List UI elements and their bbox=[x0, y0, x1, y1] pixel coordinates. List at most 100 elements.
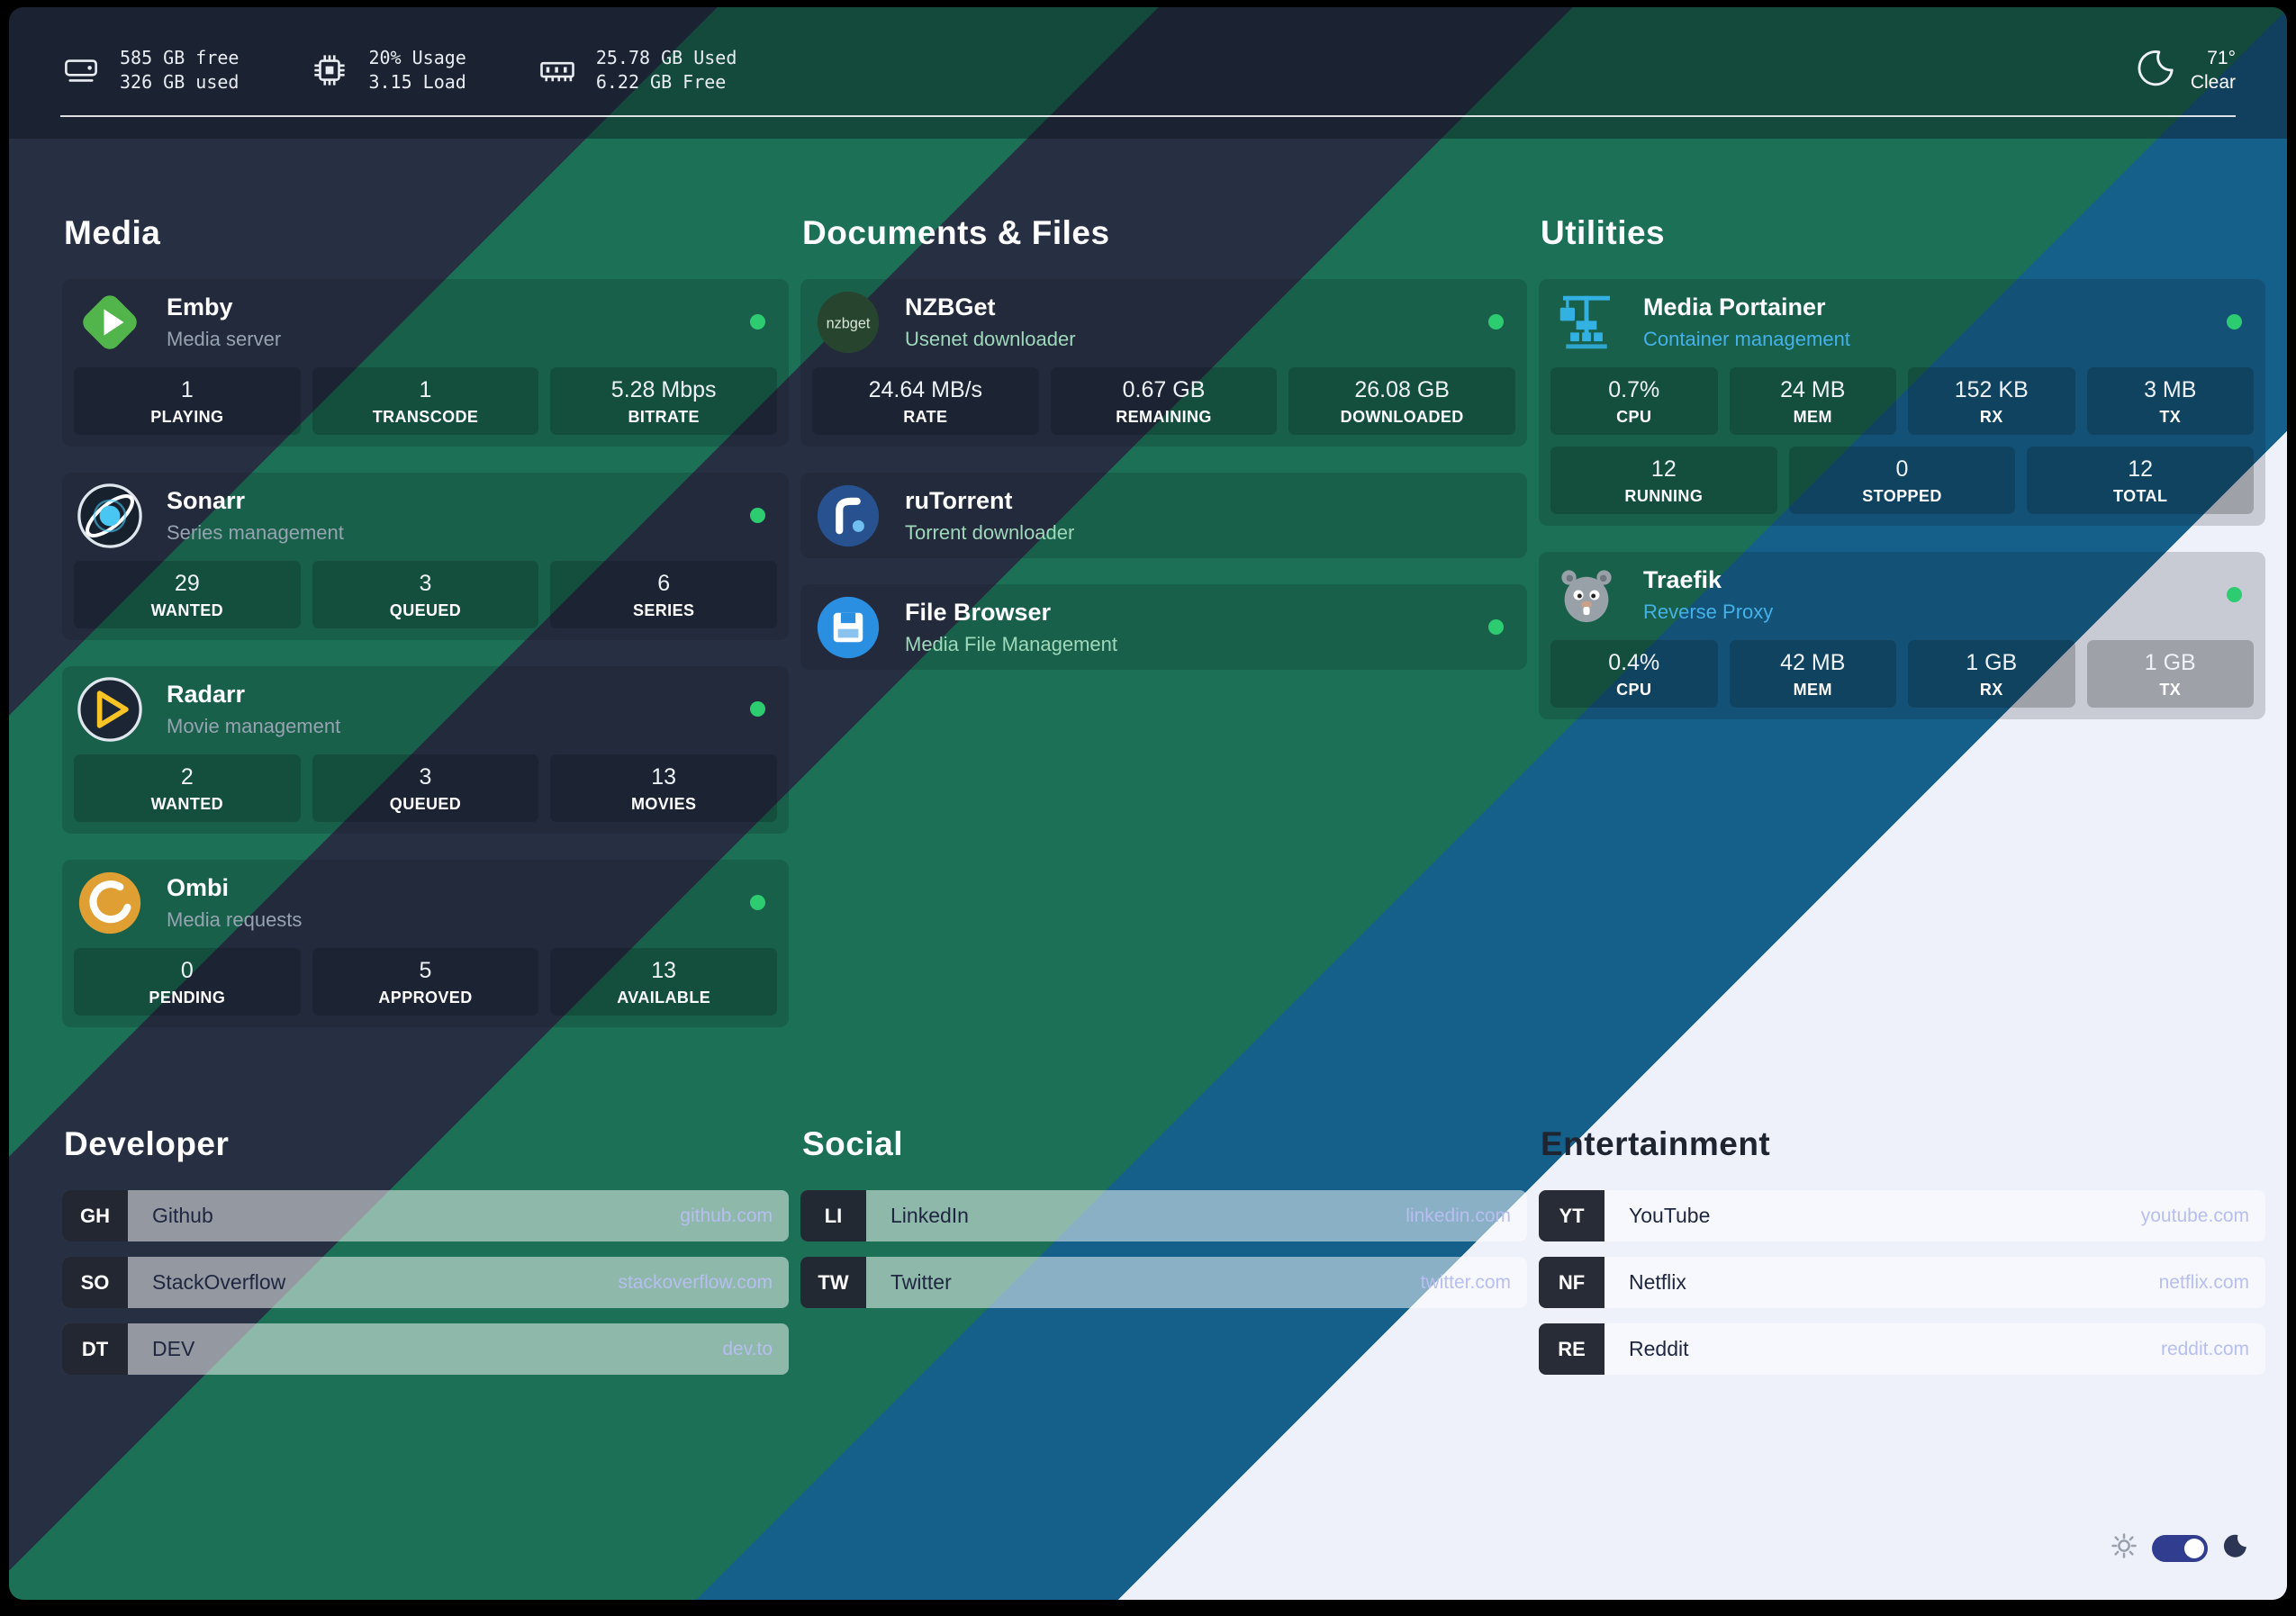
system-stats-bar: 585 GB free 326 GB used 20% Usage 3.15 L… bbox=[9, 7, 2287, 112]
app-card-emby[interactable]: Emby Media server 1 PLAYING 1 TRANSCODE 5.… bbox=[62, 279, 789, 447]
link-name: Reddit bbox=[1629, 1337, 1689, 1360]
header-divider bbox=[60, 115, 2236, 117]
status-dot bbox=[750, 895, 765, 910]
app-desc: Usenet downloader bbox=[905, 328, 1076, 350]
stat-rx: 1 GB RX bbox=[1908, 640, 2075, 708]
link-badge: RE bbox=[1539, 1323, 1604, 1375]
link-name: LinkedIn bbox=[890, 1204, 969, 1227]
app-card-file-browser[interactable]: File Browser Media File Management bbox=[800, 584, 1527, 670]
weather-widget: 71° Clear bbox=[2135, 46, 2236, 95]
disk-used: 326 GB used bbox=[120, 71, 240, 93]
app-name: Ombi bbox=[167, 874, 230, 901]
cpu-usage: 20% Usage bbox=[368, 47, 466, 68]
section-media: Media Emby Media server 1 PLAYING 1 TRANSC… bbox=[62, 214, 789, 1053]
stat-pending: 0 PENDING bbox=[74, 948, 301, 1016]
section-utilities: Utilities Media Portainer Container mana… bbox=[1539, 214, 2265, 1053]
status-dot bbox=[750, 508, 765, 523]
stat-running: 12 RUNNING bbox=[1550, 447, 1777, 514]
stat-total: 12 TOTAL bbox=[2027, 447, 2255, 514]
stat-series: 6 SERIES bbox=[550, 561, 778, 628]
app-card-radarr[interactable]: Radarr Movie management 2 WANTED 3 QUEUED … bbox=[62, 666, 789, 834]
status-dot bbox=[2227, 314, 2242, 330]
radarr-icon bbox=[75, 674, 145, 745]
link-badge: DT bbox=[62, 1323, 128, 1375]
stat-tx: 1 GB TX bbox=[2086, 640, 2254, 708]
link-github[interactable]: GH Github github.com bbox=[62, 1190, 789, 1241]
section-title: Media bbox=[64, 214, 161, 251]
app-name: Emby bbox=[167, 293, 233, 320]
link-reddit[interactable]: RE Reddit reddit.com bbox=[1539, 1323, 2265, 1375]
section-social: Social LI LinkedIn linkedin.com TW Twitt… bbox=[800, 1125, 1527, 1390]
link-url: reddit.com bbox=[2160, 1338, 2249, 1359]
link-stackoverflow[interactable]: SO StackOverflow stackoverflow.com bbox=[62, 1257, 789, 1308]
link-name: Netflix bbox=[1629, 1270, 1686, 1294]
app-card-ombi[interactable]: Ombi Media requests 0 PENDING 5 APPROVED 1… bbox=[62, 860, 789, 1027]
status-dot bbox=[750, 701, 765, 717]
disk-free: 585 GB free bbox=[120, 47, 240, 68]
link-youtube[interactable]: YT YouTube youtube.com bbox=[1539, 1190, 2265, 1241]
stat-playing: 1 PLAYING bbox=[74, 367, 301, 435]
status-dot bbox=[2227, 587, 2242, 602]
disk-icon bbox=[62, 51, 100, 89]
link-twitter[interactable]: TW Twitter twitter.com bbox=[800, 1257, 1527, 1308]
app-desc: Container management bbox=[1643, 328, 1850, 350]
app-name: Media Portainer bbox=[1643, 293, 1826, 320]
stat-downloaded: 26.08 GB DOWNLOADED bbox=[1288, 367, 1516, 435]
memory-icon bbox=[538, 51, 576, 89]
stat-wanted: 29 WANTED bbox=[74, 561, 301, 628]
link-linkedin[interactable]: LI LinkedIn linkedin.com bbox=[800, 1190, 1527, 1241]
cpu-stats: 20% Usage 3.15 Load bbox=[311, 46, 466, 95]
link-url: stackoverflow.com bbox=[618, 1271, 773, 1293]
app-desc: Reverse Proxy bbox=[1643, 600, 1774, 623]
link-badge: LI bbox=[800, 1190, 866, 1241]
link-url: twitter.com bbox=[1420, 1271, 1511, 1293]
app-card-rutorrent[interactable]: ruTorrent Torrent downloader bbox=[800, 473, 1527, 558]
ombi-icon bbox=[75, 868, 145, 938]
status-dot bbox=[1488, 314, 1504, 330]
app-desc: Media File Management bbox=[905, 633, 1118, 655]
stat-queued: 3 QUEUED bbox=[312, 561, 539, 628]
link-name: DEV bbox=[152, 1337, 195, 1360]
section-title: Developer bbox=[64, 1125, 230, 1162]
rutorrent-icon bbox=[813, 481, 883, 551]
section-developer: Developer GH Github github.com SO StackO… bbox=[62, 1125, 789, 1390]
link-netflix[interactable]: NF Netflix netflix.com bbox=[1539, 1257, 2265, 1308]
nzbget-icon: nzbget bbox=[813, 287, 883, 357]
theme-switch[interactable] bbox=[2152, 1534, 2208, 1562]
link-dev[interactable]: DT DEV dev.to bbox=[62, 1323, 789, 1375]
link-name: Twitter bbox=[890, 1270, 952, 1294]
app-desc: Movie management bbox=[167, 715, 341, 737]
sonarr-icon bbox=[75, 481, 145, 551]
link-url: youtube.com bbox=[2140, 1205, 2249, 1226]
app-card-sonarr[interactable]: Sonarr Series management 29 WANTED 3 QUEUE… bbox=[62, 473, 789, 640]
theme-switch-knob[interactable] bbox=[2184, 1538, 2204, 1558]
link-name: YouTube bbox=[1629, 1204, 1711, 1227]
app-card-media-portainer[interactable]: Media Portainer Container management 0.7… bbox=[1539, 279, 2265, 526]
status-dot bbox=[750, 314, 765, 330]
section-title: Utilities bbox=[1541, 214, 1666, 251]
link-name: Github bbox=[152, 1204, 213, 1227]
app-name: Traefik bbox=[1643, 566, 1722, 593]
stat-queued: 3 QUEUED bbox=[312, 754, 539, 822]
theme-toggle[interactable] bbox=[2111, 1532, 2249, 1564]
link-badge: TW bbox=[800, 1257, 866, 1308]
cpu-load: 3.15 Load bbox=[368, 71, 466, 93]
stat-movies: 13 MOVIES bbox=[550, 754, 778, 822]
link-url: dev.to bbox=[722, 1338, 773, 1359]
status-dot bbox=[1488, 619, 1504, 635]
app-sections: Media Emby Media server 1 PLAYING 1 TRANSC… bbox=[9, 214, 2287, 1053]
dark-moon-icon[interactable] bbox=[2222, 1532, 2249, 1564]
link-badge: YT bbox=[1539, 1190, 1604, 1241]
stat-mem: 42 MB MEM bbox=[1729, 640, 1896, 708]
app-name: NZBGet bbox=[905, 293, 996, 320]
stat-mem: 24 MB MEM bbox=[1729, 367, 1896, 435]
sun-icon[interactable] bbox=[2111, 1532, 2138, 1564]
app-card-nzbget[interactable]: nzbget NZBGet Usenet downloader 24.64 MB… bbox=[800, 279, 1527, 447]
stat-approved: 5 APPROVED bbox=[312, 948, 539, 1016]
app-card-traefik[interactable]: Traefik Reverse Proxy 0.4% CPU 42 MB MEM 1… bbox=[1539, 552, 2265, 719]
emby-icon bbox=[75, 287, 145, 357]
section-entertainment: Entertainment YT YouTube youtube.com NF … bbox=[1539, 1125, 2265, 1390]
app-name: Sonarr bbox=[167, 487, 246, 514]
stat-rx: 152 KB RX bbox=[1908, 367, 2075, 435]
stat-cpu: 0.7% CPU bbox=[1550, 367, 1718, 435]
